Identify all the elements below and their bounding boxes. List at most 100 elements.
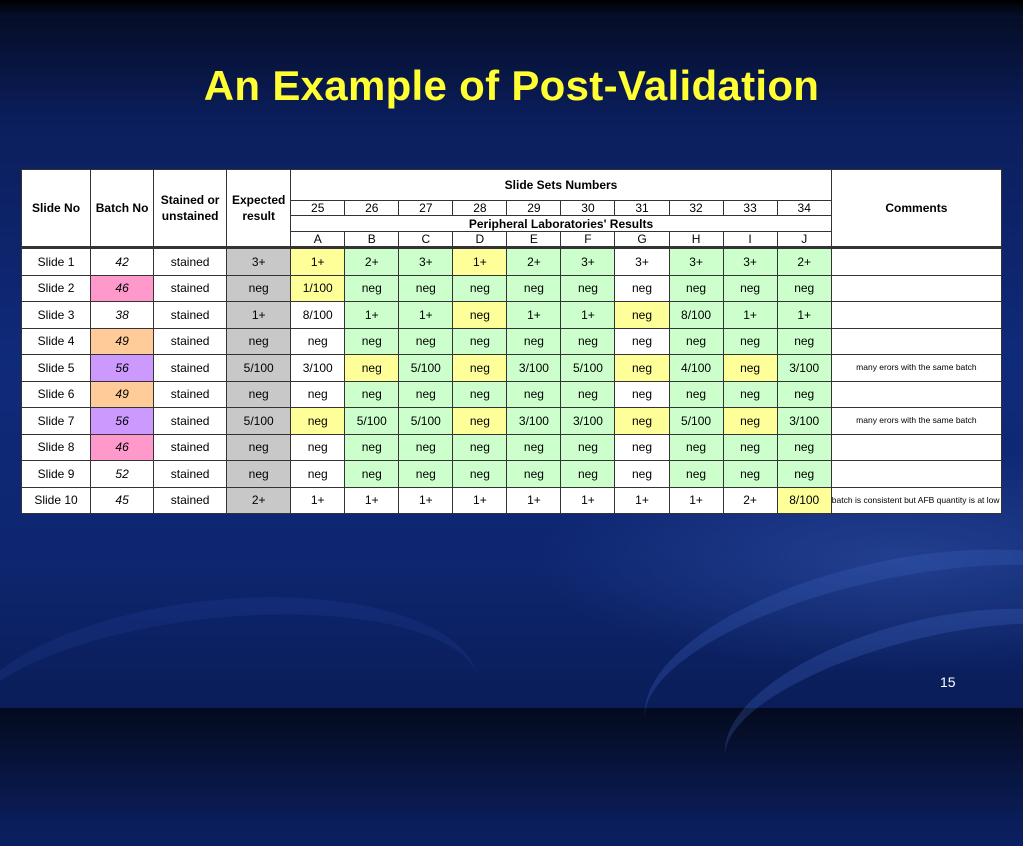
result-cell: neg bbox=[290, 460, 346, 488]
result-cell: 1+ bbox=[452, 247, 508, 276]
result-cell: neg bbox=[398, 433, 454, 461]
background-swoosh bbox=[0, 573, 490, 845]
result-cell: neg bbox=[452, 407, 508, 435]
result-cell: neg bbox=[722, 354, 778, 382]
result-cell: neg bbox=[452, 380, 508, 408]
table-row: Slide 7 56 stained 5/100 neg 5/100 5/100 neg 3/1… bbox=[20, 407, 1003, 435]
result-cell: 1+ bbox=[398, 301, 454, 329]
stain-cell: stained bbox=[153, 354, 228, 382]
result-cell: neg bbox=[506, 327, 562, 355]
result-cell: neg bbox=[560, 274, 616, 302]
slide-no-cell: Slide 1 bbox=[20, 247, 92, 276]
result-cell: 3+ bbox=[614, 247, 670, 276]
comment-cell bbox=[830, 274, 1003, 302]
result-cell: 3/100 bbox=[506, 354, 562, 382]
slide-no-cell: Slide 2 bbox=[20, 274, 92, 302]
result-cell: neg bbox=[614, 433, 670, 461]
expected-result-cell: 3+ bbox=[226, 247, 292, 276]
stain-cell: stained bbox=[153, 460, 228, 488]
result-cell: neg bbox=[344, 460, 400, 488]
table-body: Slide 1 42 stained 3+ 1+ 2+ 3+ 1+ 2+ 3+ 3+ 3+ 3+ 2+ Sl… bbox=[20, 247, 1003, 514]
comment-cell: many erors with the same batch bbox=[830, 354, 1003, 382]
result-cell: neg bbox=[290, 407, 346, 435]
validation-table: Slide No Batch No Stained or unstained E… bbox=[20, 169, 1003, 514]
result-cell: 8/100 bbox=[290, 301, 346, 329]
set-number-cell: 27 bbox=[398, 200, 454, 216]
result-cell: 2+ bbox=[722, 486, 778, 514]
comment-cell bbox=[830, 301, 1003, 329]
result-cell: neg bbox=[452, 327, 508, 355]
result-cell: 1+ bbox=[344, 301, 400, 329]
result-cell: neg bbox=[506, 274, 562, 302]
result-cell: neg bbox=[722, 433, 778, 461]
set-number-cell: 26 bbox=[344, 200, 400, 216]
batch-no-cell: 52 bbox=[90, 460, 155, 488]
table-row: Slide 4 49 stained neg neg neg neg neg neg neg neg… bbox=[20, 327, 1003, 355]
set-number-cell: 33 bbox=[722, 200, 778, 216]
lab-letter-cell: G bbox=[614, 231, 670, 248]
result-cell: neg bbox=[722, 274, 778, 302]
result-cell: 3/100 bbox=[290, 354, 346, 382]
result-cell: 3+ bbox=[668, 247, 724, 276]
batch-no-cell: 38 bbox=[90, 301, 155, 329]
lab-letter-cell: A bbox=[290, 231, 346, 248]
result-cell: neg bbox=[722, 407, 778, 435]
set-number-cell: 31 bbox=[614, 200, 670, 216]
result-cell: neg bbox=[614, 460, 670, 488]
comment-cell bbox=[830, 247, 1003, 276]
batch-no-cell: 46 bbox=[90, 433, 155, 461]
result-cell: 5/100 bbox=[398, 407, 454, 435]
result-cell: 1+ bbox=[398, 486, 454, 514]
result-cell: neg bbox=[398, 460, 454, 488]
batch-no-cell: 42 bbox=[90, 247, 155, 276]
stain-cell: stained bbox=[153, 327, 228, 355]
result-cell: 2+ bbox=[344, 247, 400, 276]
batch-no-cell: 49 bbox=[90, 380, 155, 408]
header-comments: Comments bbox=[830, 169, 1003, 248]
result-cell: neg bbox=[344, 327, 400, 355]
expected-result-cell: neg bbox=[226, 433, 292, 461]
slide-no-cell: Slide 10 bbox=[20, 486, 92, 514]
page-number: 15 bbox=[940, 674, 956, 690]
result-cell: 1+ bbox=[776, 301, 832, 329]
result-cell: neg bbox=[290, 327, 346, 355]
result-cell: neg bbox=[344, 433, 400, 461]
set-number-cell: 32 bbox=[668, 200, 724, 216]
stain-cell: stained bbox=[153, 301, 228, 329]
stain-cell: stained bbox=[153, 486, 228, 514]
result-cell: neg bbox=[290, 380, 346, 408]
result-cell: neg bbox=[452, 354, 508, 382]
result-cell: neg bbox=[668, 380, 724, 408]
result-cell: neg bbox=[668, 327, 724, 355]
table-row: Slide 8 46 stained neg neg neg neg neg neg neg neg… bbox=[20, 433, 1003, 461]
batch-no-cell: 56 bbox=[90, 354, 155, 382]
result-cell: neg bbox=[560, 380, 616, 408]
header-peripheral-results: Peripheral Laboratories' Results bbox=[290, 215, 832, 232]
expected-result-cell: neg bbox=[226, 380, 292, 408]
lab-letter-cell: F bbox=[560, 231, 616, 248]
result-cell: 2+ bbox=[506, 247, 562, 276]
lab-letter-cell: D bbox=[452, 231, 508, 248]
result-cell: neg bbox=[452, 274, 508, 302]
result-cell: neg bbox=[506, 380, 562, 408]
set-number-cell: 25 bbox=[290, 200, 346, 216]
result-cell: neg bbox=[668, 460, 724, 488]
set-number-cell: 34 bbox=[776, 200, 832, 216]
result-cell: neg bbox=[560, 460, 616, 488]
result-cell: neg bbox=[776, 327, 832, 355]
expected-result-cell: neg bbox=[226, 274, 292, 302]
batch-no-cell: 45 bbox=[90, 486, 155, 514]
result-cell: 3+ bbox=[398, 247, 454, 276]
result-cell: 3+ bbox=[560, 247, 616, 276]
result-cell: 5/100 bbox=[344, 407, 400, 435]
result-cell: 1+ bbox=[560, 301, 616, 329]
expected-result-cell: 1+ bbox=[226, 301, 292, 329]
lab-letter-cell: C bbox=[398, 231, 454, 248]
lab-letter-cell: B bbox=[344, 231, 400, 248]
result-cell: neg bbox=[722, 327, 778, 355]
result-cell: neg bbox=[452, 433, 508, 461]
result-cell: 1+ bbox=[290, 247, 346, 276]
comment-cell bbox=[830, 327, 1003, 355]
header-stained-or-unstained: Stained or unstained bbox=[153, 169, 228, 248]
result-cell: neg bbox=[614, 301, 670, 329]
